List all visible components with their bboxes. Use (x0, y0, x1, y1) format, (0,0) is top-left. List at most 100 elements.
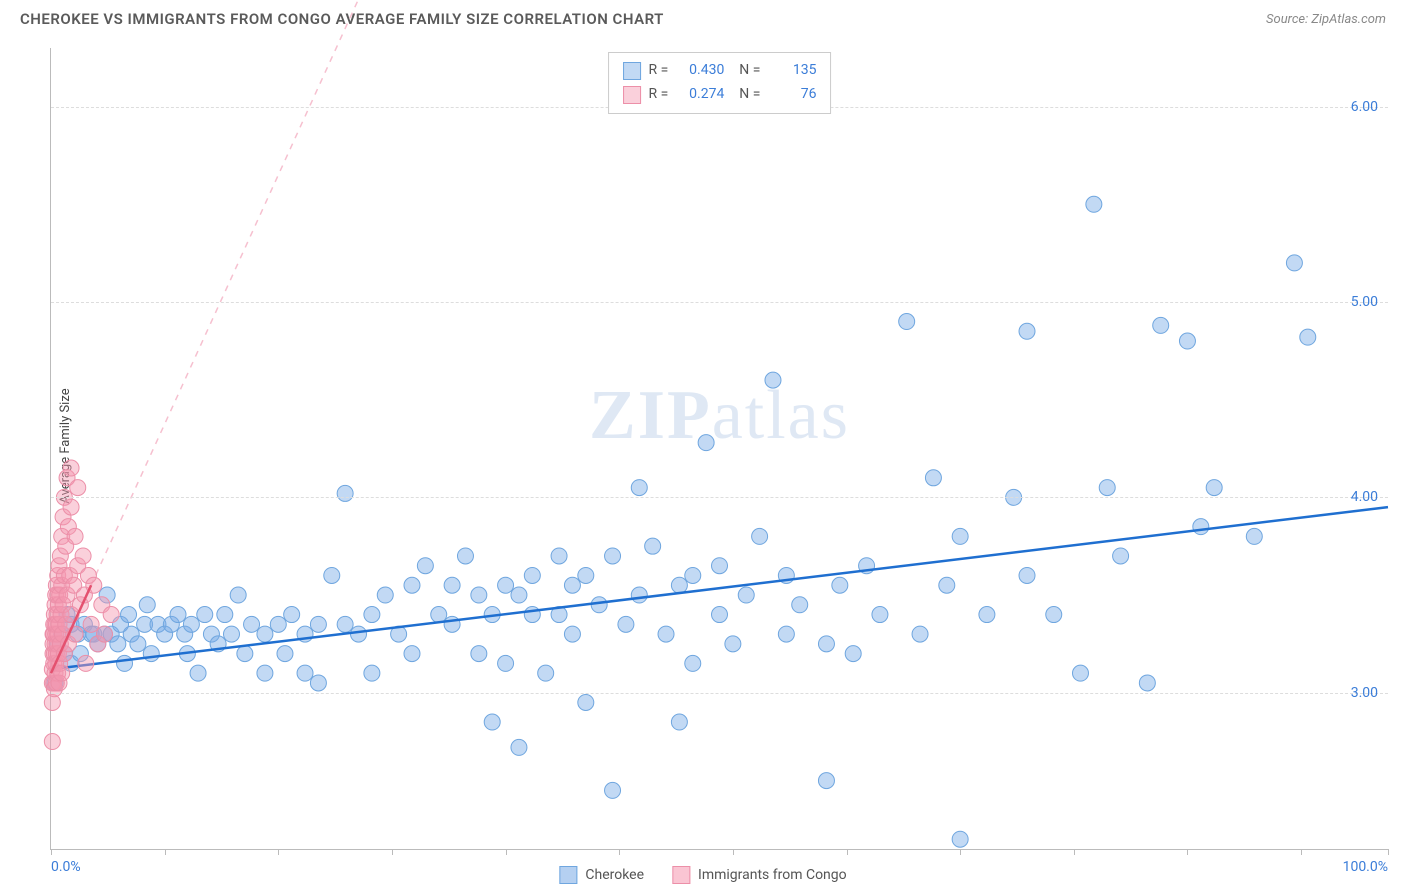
data-point (498, 655, 514, 671)
legend-item: Immigrants from Congo (672, 866, 847, 884)
data-point (103, 607, 119, 623)
data-point (471, 587, 487, 603)
data-point (143, 646, 159, 662)
data-point (44, 734, 60, 750)
data-point (1300, 329, 1316, 345)
data-point (83, 616, 99, 632)
data-point (110, 636, 126, 652)
data-point (952, 528, 968, 544)
x-tick (960, 849, 961, 855)
data-point (78, 655, 94, 671)
data-point (792, 597, 808, 613)
x-tick-label: 0.0% (51, 859, 81, 875)
data-point (658, 626, 674, 642)
gridline (51, 302, 1388, 303)
data-point (63, 499, 79, 515)
data-point (471, 646, 487, 662)
data-point (712, 607, 728, 623)
x-tick-label: 100.0% (1343, 859, 1388, 875)
data-point (364, 665, 380, 681)
data-point (139, 597, 155, 613)
data-point (270, 616, 286, 632)
x-tick (733, 849, 734, 855)
data-point (444, 577, 460, 593)
n-value: 76 (768, 83, 816, 107)
data-point (671, 577, 687, 593)
data-point (364, 607, 380, 623)
x-tick (1074, 849, 1075, 855)
data-point (484, 714, 500, 730)
data-point (310, 616, 326, 632)
x-tick (847, 849, 848, 855)
data-point (538, 665, 554, 681)
data-point (1286, 255, 1302, 271)
r-label: R = (649, 59, 669, 83)
data-point (1153, 317, 1169, 333)
data-point (765, 372, 781, 388)
stats-legend: R =0.430 N =135R =0.274 N =76 (608, 52, 832, 114)
data-point (685, 655, 701, 671)
data-point (257, 665, 273, 681)
data-point (605, 548, 621, 564)
data-point (1046, 607, 1062, 623)
data-point (404, 577, 420, 593)
data-point (1019, 323, 1035, 339)
legend-stat-row: R =0.430 N =135 (623, 59, 817, 83)
data-point (404, 646, 420, 662)
data-point (845, 646, 861, 662)
legend-label: Immigrants from Congo (698, 867, 847, 883)
trend-line (51, 507, 1388, 669)
x-tick (392, 849, 393, 855)
data-point (872, 607, 888, 623)
data-point (217, 607, 233, 623)
data-point (578, 694, 594, 710)
data-point (939, 577, 955, 593)
data-point (685, 567, 701, 583)
data-point (431, 607, 447, 623)
x-tick (619, 849, 620, 855)
data-point (351, 626, 367, 642)
data-point (818, 636, 834, 652)
data-point (297, 665, 313, 681)
data-point (832, 577, 848, 593)
data-point (117, 655, 133, 671)
y-tick-label: 6.00 (1351, 99, 1378, 115)
data-point (1179, 333, 1195, 349)
data-point (725, 636, 741, 652)
data-point (605, 782, 621, 798)
data-point (337, 616, 353, 632)
x-tick (1187, 849, 1188, 855)
data-point (712, 558, 728, 574)
x-tick (278, 849, 279, 855)
data-point (170, 607, 186, 623)
data-point (337, 485, 353, 501)
data-point (1206, 480, 1222, 496)
data-point (1246, 528, 1262, 544)
data-point (190, 665, 206, 681)
data-point (1019, 567, 1035, 583)
legend-item: Cherokee (559, 866, 644, 884)
data-point (244, 616, 260, 632)
series-legend: Cherokee Immigrants from Congo (559, 866, 846, 884)
n-value: 135 (768, 59, 816, 83)
data-point (564, 577, 580, 593)
data-point (257, 626, 273, 642)
gridline (51, 693, 1388, 694)
data-point (70, 480, 86, 496)
data-point (564, 626, 580, 642)
data-point (671, 714, 687, 730)
legend-swatch (623, 62, 641, 80)
data-point (1113, 548, 1129, 564)
data-point (511, 587, 527, 603)
data-point (818, 773, 834, 789)
data-point (130, 636, 146, 652)
data-point (237, 646, 253, 662)
data-point (1099, 480, 1115, 496)
data-point (377, 587, 393, 603)
data-point (511, 739, 527, 755)
data-point (75, 548, 91, 564)
data-point (1072, 665, 1088, 681)
data-point (752, 528, 768, 544)
data-point (1193, 519, 1209, 535)
data-point (618, 616, 634, 632)
